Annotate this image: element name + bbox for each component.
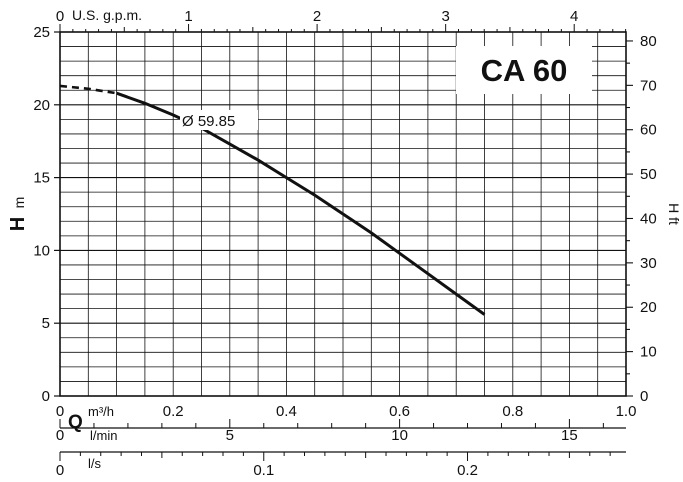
- lmin-tick-label: 10: [391, 427, 408, 444]
- right-axis-tick-label: 80: [640, 33, 657, 50]
- top-axis-tick-label: 1: [184, 8, 192, 25]
- left-axis-tick-label: 10: [33, 242, 50, 259]
- chart-title: CA 60: [481, 53, 568, 88]
- m3h-tick-label: 0.2: [163, 403, 184, 420]
- left-axis-tick-label: 25: [33, 24, 50, 41]
- ls-unit-label: l/s: [88, 456, 102, 471]
- m3h-tick-label: 1.0: [616, 403, 637, 420]
- right-axis-tick-label: 0: [640, 388, 648, 405]
- m3h-tick-label: 0: [56, 403, 64, 420]
- series-label: Ø 59.85: [182, 113, 235, 130]
- right-axis-tick-label: 40: [640, 210, 657, 227]
- top-axis-tick-label: 0: [56, 8, 64, 25]
- y-axis-label-symbol: H: [7, 217, 29, 231]
- grid-lines: [60, 32, 626, 396]
- left-axis-tick-label: 15: [33, 170, 50, 187]
- right-axis-tick-label: 10: [640, 344, 657, 361]
- lmin-tick-label: 15: [561, 427, 578, 444]
- right-axis-tick-label: 30: [640, 255, 657, 272]
- right-axis-tick-label: 70: [640, 77, 657, 94]
- right-axis-tick-label: 20: [640, 299, 657, 316]
- title-box: [456, 46, 592, 94]
- lmin-tick-label: 0: [56, 427, 64, 444]
- series-curve-dashed: [59, 84, 117, 95]
- top-axis-tick-label: 3: [441, 8, 449, 25]
- top-axis-label: U.S. g.p.m.: [72, 7, 142, 23]
- m3h-unit-label: m³/h: [88, 404, 114, 419]
- m3h-tick-label: 0.8: [502, 403, 523, 420]
- m3h-tick-label: 0.4: [276, 403, 297, 420]
- top-axis-tick-label: 4: [570, 8, 578, 25]
- ls-tick-label: 0.2: [457, 462, 478, 479]
- y-axis-label-left: H m: [7, 197, 29, 232]
- series-curve-line: [116, 91, 486, 316]
- right-axis-tick-label: 50: [640, 166, 657, 183]
- m3h-tick-label: 0.6: [389, 403, 410, 420]
- y-axis-label-unit: m: [11, 197, 27, 209]
- left-axis-tick-label: 0: [42, 388, 50, 405]
- y-axis-label-right: H ft: [666, 203, 682, 225]
- series-label-box: [180, 110, 258, 130]
- top-axis-tick-label: 2: [313, 8, 321, 25]
- right-axis-tick-label: 60: [640, 122, 657, 139]
- lmin-tick-label: 5: [226, 427, 234, 444]
- left-axis-tick-label: 5: [42, 315, 50, 332]
- ls-tick-label: 0: [56, 462, 64, 479]
- series-curve: [59, 84, 486, 316]
- ls-tick-label: 0.1: [253, 462, 274, 479]
- lmin-unit-label: l/min: [90, 428, 117, 443]
- q-label: Q: [68, 412, 83, 433]
- left-axis-tick-label: 20: [33, 97, 50, 114]
